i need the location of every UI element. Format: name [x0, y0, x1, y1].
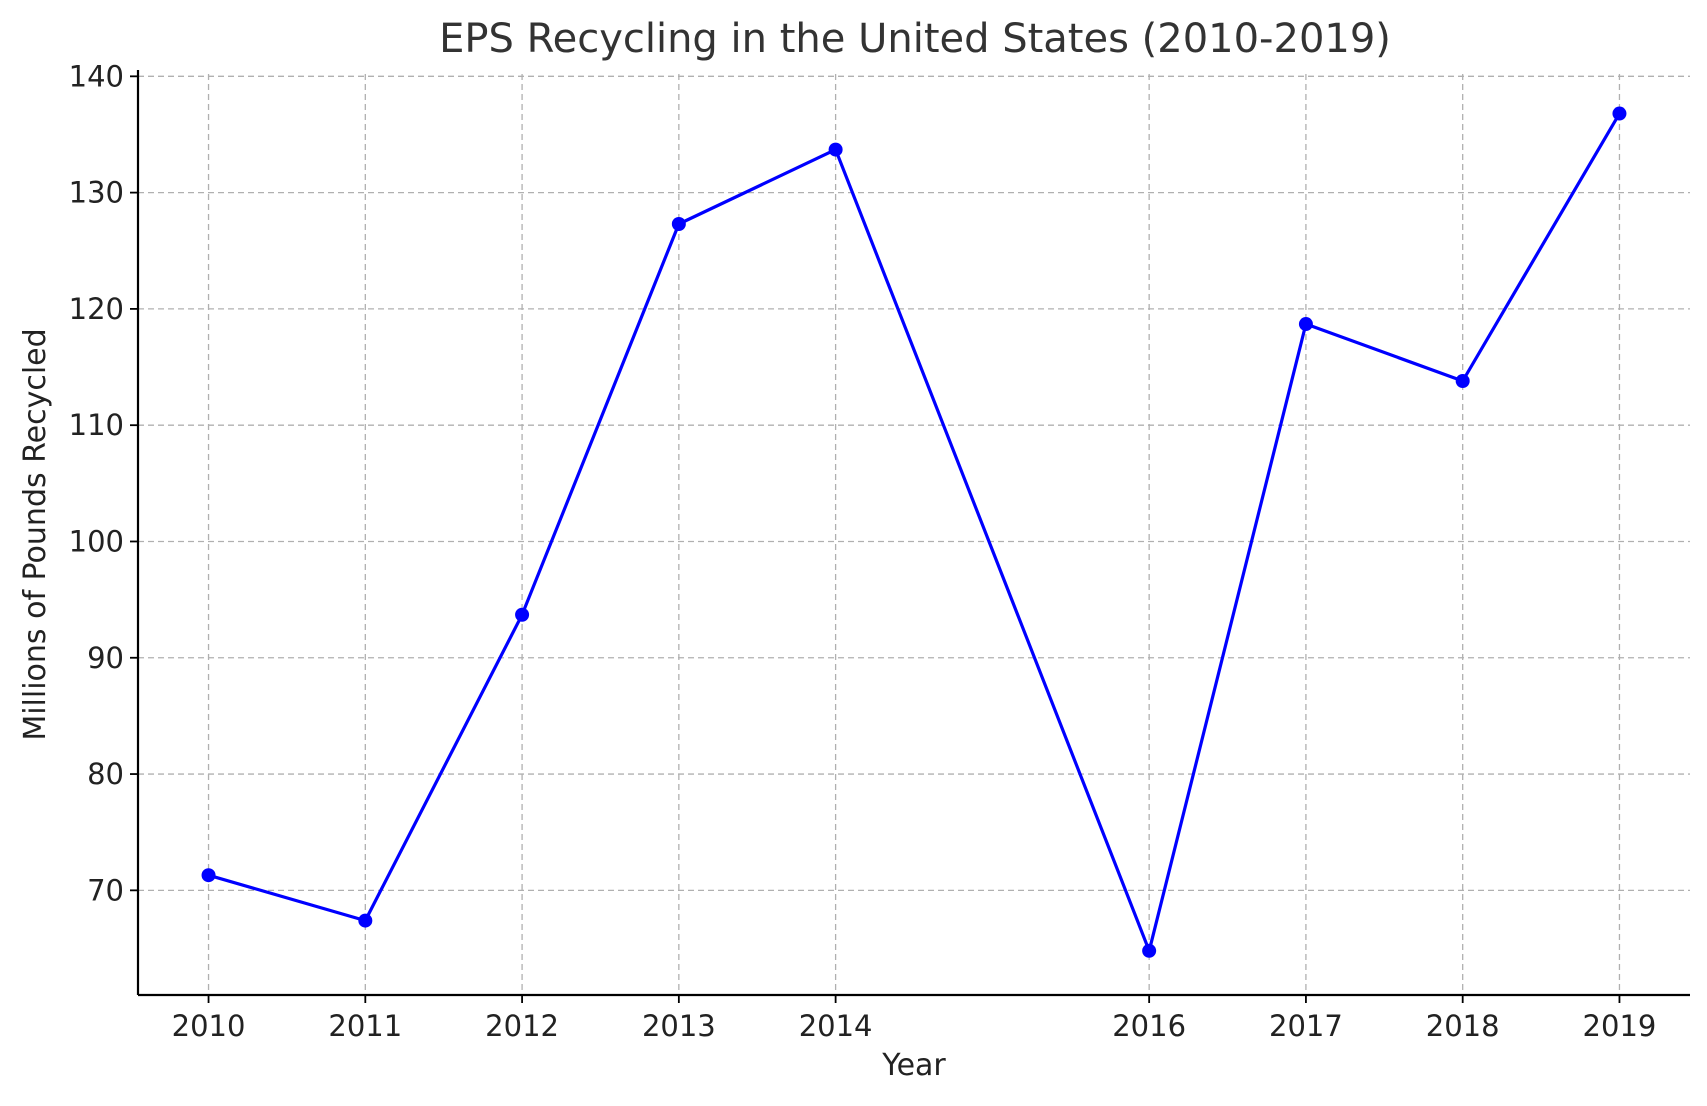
x-tick-label: 2011 [328, 1009, 402, 1043]
x-tick-label: 2010 [172, 1009, 246, 1043]
axes [136, 70, 1690, 997]
x-tick-label: 2018 [1426, 1009, 1500, 1043]
data-point-2014 [828, 142, 843, 157]
data-point-2019 [1612, 106, 1627, 121]
x-tick-label: 2013 [642, 1009, 716, 1043]
x-axis-label: Year [881, 1048, 946, 1083]
data-point-2011 [358, 913, 373, 928]
x-tick-label: 2019 [1583, 1009, 1657, 1043]
y-tick-label: 120 [69, 292, 124, 326]
y-tick-label: 100 [69, 524, 124, 558]
series-line [208, 112, 1621, 953]
y-tick-label: 70 [87, 873, 124, 907]
x-tick-label: 2014 [799, 1009, 873, 1043]
data-point-2010 [201, 868, 216, 883]
y-tick-label: 110 [69, 408, 124, 442]
x-tick-label: 2012 [485, 1009, 559, 1043]
series-layer [201, 106, 1627, 958]
x-axis-ticks: 2010 2011 2012 2013 2014 2016 2017 2018 2019 [172, 995, 1657, 1043]
data-point-2016 [1142, 943, 1157, 958]
y-tick-label: 140 [69, 59, 124, 93]
data-point-2017 [1298, 317, 1313, 332]
y-tick-label: 130 [69, 176, 124, 210]
data-point-2013 [671, 217, 686, 232]
chart-title: EPS Recycling in the United States (2010… [439, 16, 1391, 62]
data-point-2018 [1455, 374, 1470, 388]
y-tick-label: 90 [87, 641, 124, 675]
y-axis-ticks: 70 80 90 100 110 120 130 140 [69, 59, 138, 907]
data-point-2012 [515, 607, 530, 622]
y-tick-label: 80 [87, 757, 124, 791]
x-tick-label: 2017 [1269, 1009, 1343, 1043]
x-tick-label: 2016 [1112, 1009, 1186, 1043]
grid [138, 74, 1690, 995]
y-axis-label: Millions of Pounds Recycled [18, 328, 53, 740]
